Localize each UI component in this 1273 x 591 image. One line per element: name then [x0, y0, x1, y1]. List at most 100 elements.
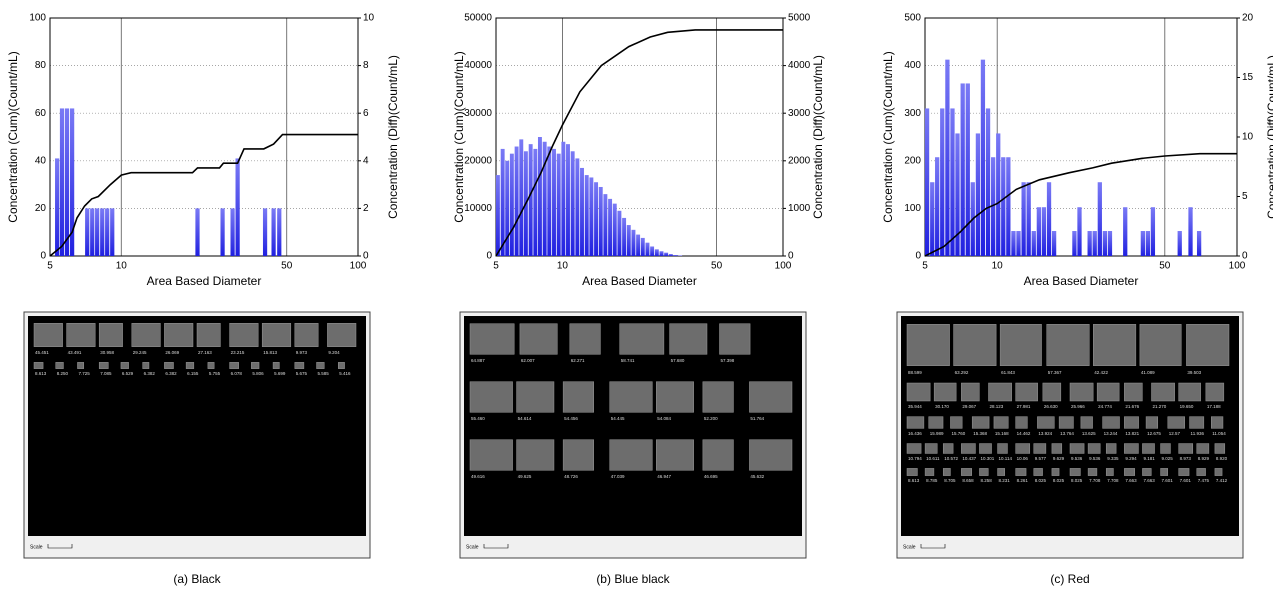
- particle-label: 8.025: [1071, 478, 1083, 483]
- particle-label: 28.123: [990, 404, 1004, 409]
- particle-label: 13.244: [1104, 431, 1118, 436]
- particle: [1197, 444, 1209, 454]
- particle-label: 8.785: [926, 478, 938, 483]
- particle: [99, 362, 108, 368]
- y-tick-label: 0: [915, 251, 921, 262]
- particle-label: 27.981: [1017, 404, 1031, 409]
- y2-tick-label: 6: [363, 108, 369, 119]
- bar: [547, 147, 551, 256]
- bar: [646, 243, 650, 256]
- particle-label: 57.398: [721, 358, 735, 363]
- bar: [664, 253, 668, 256]
- bar: [60, 108, 64, 256]
- particle: [143, 362, 149, 368]
- bar: [195, 208, 199, 256]
- x-tick-label: 5: [922, 261, 928, 272]
- particle: [703, 382, 734, 413]
- particle: [961, 444, 975, 454]
- particle-label: 9.536: [1089, 456, 1101, 461]
- particle: [1016, 417, 1028, 429]
- bar: [65, 108, 69, 256]
- bar: [1141, 231, 1145, 256]
- bar: [575, 158, 579, 256]
- particle: [961, 383, 979, 401]
- particle-label: 8.658: [962, 478, 974, 483]
- particle-label: 8.973: [1180, 456, 1192, 461]
- particle-label: 21.270: [1153, 404, 1167, 409]
- y2-axis-title: Concentration (Diff)(Count/mL): [1265, 55, 1273, 219]
- bar: [669, 254, 673, 256]
- bar: [552, 149, 556, 256]
- y-tick-label: 40000: [464, 60, 492, 71]
- particle: [262, 323, 291, 346]
- bar: [496, 175, 500, 256]
- particle: [749, 440, 792, 471]
- particle: [998, 444, 1008, 454]
- x-tick-label: 50: [281, 261, 293, 272]
- particle: [470, 324, 514, 355]
- particle: [1059, 417, 1073, 429]
- caption: (c) Red: [1050, 572, 1089, 586]
- bar: [636, 235, 640, 256]
- particle: [251, 362, 259, 368]
- particle: [1106, 468, 1113, 475]
- bar: [566, 144, 570, 256]
- particle: [670, 324, 707, 355]
- y-tick-label: 80: [35, 60, 47, 71]
- x-tick-label: 10: [116, 261, 128, 272]
- bar: [1032, 231, 1036, 256]
- particle: [77, 362, 83, 368]
- particle-label: 7.725: [78, 371, 90, 376]
- bar: [1001, 157, 1005, 256]
- particle: [164, 323, 193, 346]
- particle-label: 5.416: [339, 371, 351, 376]
- particle-label: 10.611: [926, 456, 940, 461]
- particle: [520, 324, 557, 355]
- particle-label: 10.301: [980, 456, 994, 461]
- particle-label: 42.422: [1094, 370, 1108, 375]
- particle-label: 21.676: [1125, 404, 1139, 409]
- particle: [1161, 468, 1168, 475]
- bar: [617, 211, 621, 256]
- particle: [197, 323, 220, 346]
- bar: [935, 157, 939, 256]
- bar: [603, 194, 607, 256]
- bar: [55, 158, 59, 256]
- particle-label: 62.007: [521, 358, 535, 363]
- particle-label: 9.294: [1125, 456, 1137, 461]
- bar: [501, 149, 505, 256]
- bar: [571, 151, 575, 256]
- x-tick-label: 100: [350, 261, 367, 272]
- particle: [929, 417, 943, 429]
- bar: [1047, 182, 1051, 256]
- particle-label: 43.491: [68, 350, 82, 355]
- bar: [674, 255, 678, 256]
- particle-label: 8.025: [1053, 478, 1065, 483]
- particle-label: 55.460: [471, 416, 485, 421]
- particle-panel: 64.88762.00762.27158.74157.68057.39855.4…: [460, 312, 806, 586]
- particle-label: 10.794: [908, 456, 922, 461]
- y-tick-label: 0: [486, 251, 492, 262]
- bar: [580, 168, 584, 256]
- bar: [594, 182, 598, 256]
- bar: [930, 182, 934, 256]
- scale-label: Scale: [466, 544, 479, 550]
- particle: [517, 440, 554, 471]
- particle-label: 16.436: [908, 431, 922, 436]
- particle-label: 13.924: [1038, 431, 1052, 436]
- particle: [610, 440, 653, 471]
- particle: [1206, 383, 1224, 401]
- particle: [907, 383, 930, 401]
- bar: [85, 208, 89, 256]
- particle-label: 10.06: [1017, 456, 1029, 461]
- particle-label: 49.616: [471, 474, 485, 479]
- particle: [34, 362, 43, 368]
- particle-label: 5.755: [209, 371, 221, 376]
- particle: [1215, 468, 1222, 475]
- bar: [622, 218, 626, 256]
- particle: [979, 468, 988, 475]
- bar: [650, 246, 654, 256]
- particle-label: 26.069: [165, 350, 179, 355]
- particle-label: 10.114: [999, 456, 1013, 461]
